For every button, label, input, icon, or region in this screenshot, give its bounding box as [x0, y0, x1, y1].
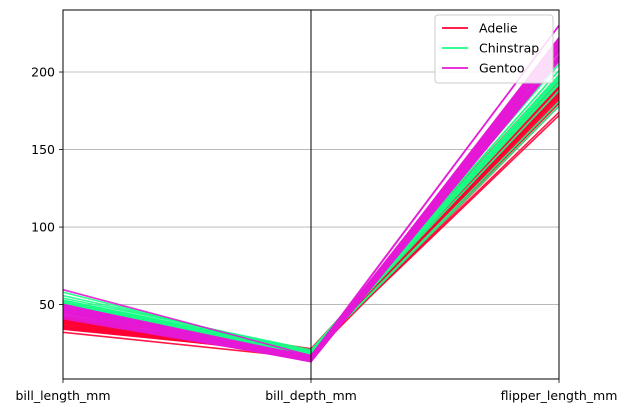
- x-tick-label: flipper_length_mm: [501, 388, 618, 403]
- legend-label: Gentoo: [479, 61, 525, 76]
- x-axis-ticks: bill_length_mm bill_depth_mm flipper_lengt…: [15, 379, 617, 403]
- legend-box: [434, 14, 554, 84]
- y-tick-label: 100: [31, 220, 55, 235]
- y-axis-ticks: 50 100 150 200: [31, 65, 63, 312]
- y-tick-label: 200: [31, 65, 55, 80]
- legend-label: Adelie: [479, 21, 518, 36]
- legend: Adelie Chinstrap Gentoo: [434, 14, 554, 84]
- x-tick-label: bill_depth_mm: [265, 388, 357, 403]
- legend-label: Chinstrap: [479, 41, 539, 56]
- y-tick-label: 150: [31, 142, 55, 157]
- y-tick-label: 50: [39, 297, 55, 312]
- x-tick-label: bill_length_mm: [15, 388, 110, 403]
